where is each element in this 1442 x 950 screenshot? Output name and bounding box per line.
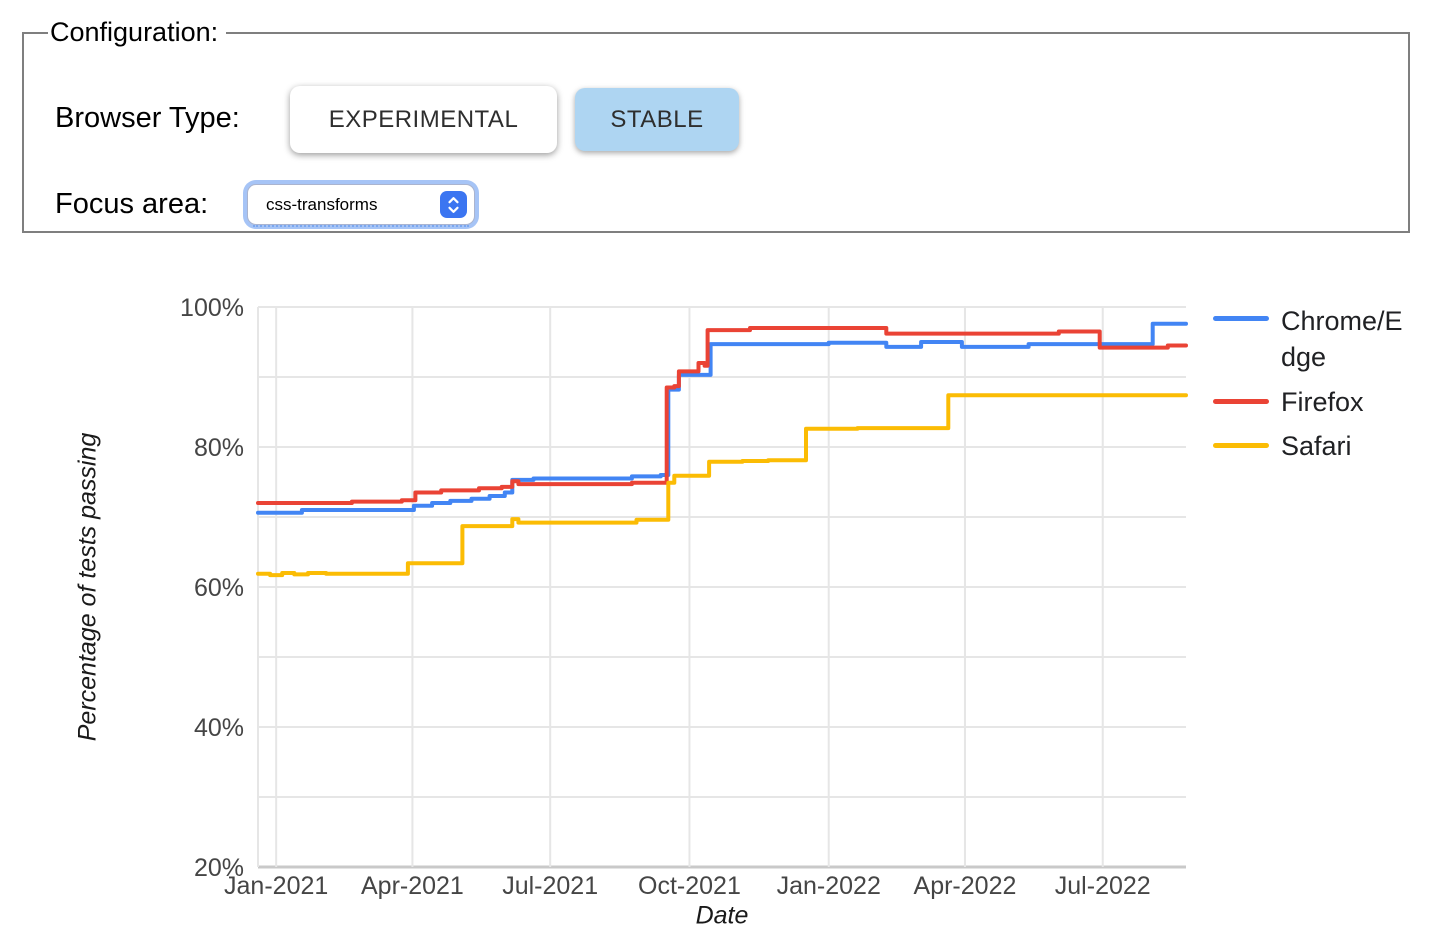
svg-text:80%: 80% [194,434,244,462]
legend-swatch [1213,443,1269,448]
svg-text:Apr-2021: Apr-2021 [361,872,464,900]
svg-text:Jul-2021: Jul-2021 [502,872,598,900]
stable-button[interactable]: STABLE [575,88,739,151]
y-axis-title: Percentage of tests passing [73,432,102,742]
focus-area-label: Focus area: [55,188,209,220]
legend-swatch [1213,316,1269,321]
svg-text:Oct-2021: Oct-2021 [638,872,741,900]
configuration-legend: Configuration: [50,17,219,47]
svg-text:Jan-2021: Jan-2021 [224,872,328,900]
svg-text:40%: 40% [194,714,244,742]
chart-canvas: 100% 80% 60% 40% 20%Jan-2021 Apr-2021 Jul-2021… [180,294,1188,900]
experimental-button[interactable]: EXPERIMENTAL [290,86,557,153]
select-stepper-icon [440,191,467,218]
tests-passing-chart: 100% 80% 60% 40% 20% Jan-2021 Apr-2021 Jul-2021… [0,260,1442,950]
svg-text:Apr-2022: Apr-2022 [914,872,1017,900]
browser-type-label: Browser Type: [55,102,240,134]
svg-text:Jul-2022: Jul-2022 [1055,872,1151,900]
legend-label-chrome-edge: Chrome/Edge [1281,306,1403,372]
svg-text:Jan-2022: Jan-2022 [777,872,881,900]
legend-label-safari: Safari [1281,431,1352,461]
svg-text:60%: 60% [194,574,244,602]
legend-swatch [1213,399,1269,404]
legend-label-firefox: Firefox [1281,387,1364,417]
svg-text:100%: 100% [180,294,244,322]
focus-area-select[interactable]: css-transforms [247,184,475,227]
focus-area-selected-value: css-transforms [266,194,378,214]
x-axis-title: Date [695,901,749,930]
configuration-fieldset: Configuration: Browser Type: EXPERIMENTA… [22,17,1410,233]
svg-text:20%: 20% [194,854,244,882]
